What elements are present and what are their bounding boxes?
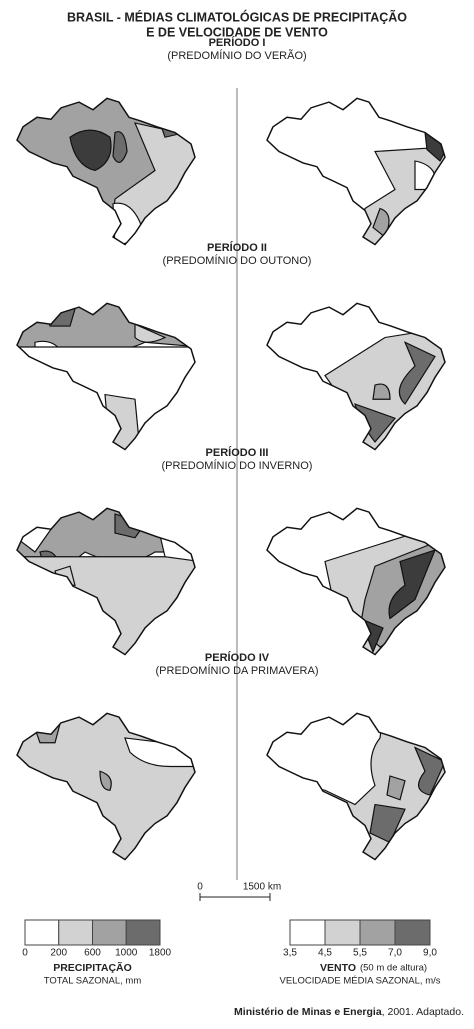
period-subtitle: (PREDOMÍNIO DA PRIMAVERA) [156,664,319,677]
panels: PERÍODO I(PREDOMÍNIO DO VERÃO) PERÍODO II… [16,36,446,861]
region [69,129,112,172]
period-name: PERÍODO IV [205,651,270,664]
source-name: Ministério de Minas e Energia [234,1006,382,1018]
period-name: PERÍODO I [209,36,266,49]
title-line: BRASIL - MÉDIAS CLIMATOLÓGICAS DE PRECIP… [67,9,407,24]
legend-tick: 1000 [115,948,138,959]
legend-swatch [58,919,93,946]
period-subtitle: (PREDOMÍNIO DO OUTONO) [163,254,312,267]
map-fill [267,508,445,655]
legend-tick: 3,5 [283,948,297,959]
legend-subtitle: TOTAL SAZONAL, mm [44,976,142,987]
title-line: E DE VELOCIDADE DE VENTO [146,25,328,39]
region [267,713,386,806]
legend-tick: 0 [22,948,28,959]
map [16,97,196,246]
period-subtitle: (PREDOMÍNIO DO VERÃO) [167,49,306,62]
map-fill [17,303,195,450]
region [134,323,167,343]
period-name: PERÍODO II [207,241,267,254]
scale-label: 0 [197,882,203,893]
legend-swatch [24,919,60,946]
map [16,712,196,861]
legend-subtitle: VELOCIDADE MÉDIA SAZONAL, m/s [279,976,440,987]
legend-swatch [125,919,161,946]
map-fill [267,713,445,860]
map-fill [17,508,195,655]
region [17,556,195,655]
region [388,549,437,620]
legend-swatch [92,919,127,946]
legend-swatch [289,919,326,946]
legend-title: PRECIPITAÇÃO [53,961,132,974]
legend-title: VENTO [320,962,356,974]
legend-note: (50 m de altura) [360,963,427,974]
map-fill [267,303,445,450]
legend-tick: 600 [84,948,101,959]
legend-tick: 7,0 [388,948,402,959]
map [266,302,446,451]
region [372,383,391,400]
legend-tick: 200 [50,948,67,959]
legend-tick: 5,5 [353,948,367,959]
region [159,122,187,138]
map [266,712,446,861]
region [99,770,112,791]
legends: 0 200 600 1000 1800 PRECIPITAÇÃO TOTAL SAZONAL… [22,919,441,987]
map-fill [17,98,195,245]
region [386,775,406,801]
legend-swatch [394,919,431,946]
map [266,97,446,246]
region [413,746,445,796]
region [104,393,141,450]
map [16,302,196,451]
legend-swatch [359,919,396,946]
legend-tick: 9,0 [423,948,437,959]
legend-tick: 4,5 [318,948,332,959]
legend-swatch [324,919,361,946]
map [266,507,446,656]
map-fill [17,713,195,860]
map-fill [267,98,445,245]
region [398,341,436,405]
region [112,131,128,163]
scale-label: 1500 km [243,882,281,893]
region [124,737,195,768]
legend-tick: 1800 [149,948,172,959]
period-subtitle: (PREDOMÍNIO DO INVERNO) [162,459,313,472]
map [16,507,196,656]
period-name: PERÍODO III [206,446,269,459]
source-rest: , 2001. Adaptado. [382,1006,464,1018]
